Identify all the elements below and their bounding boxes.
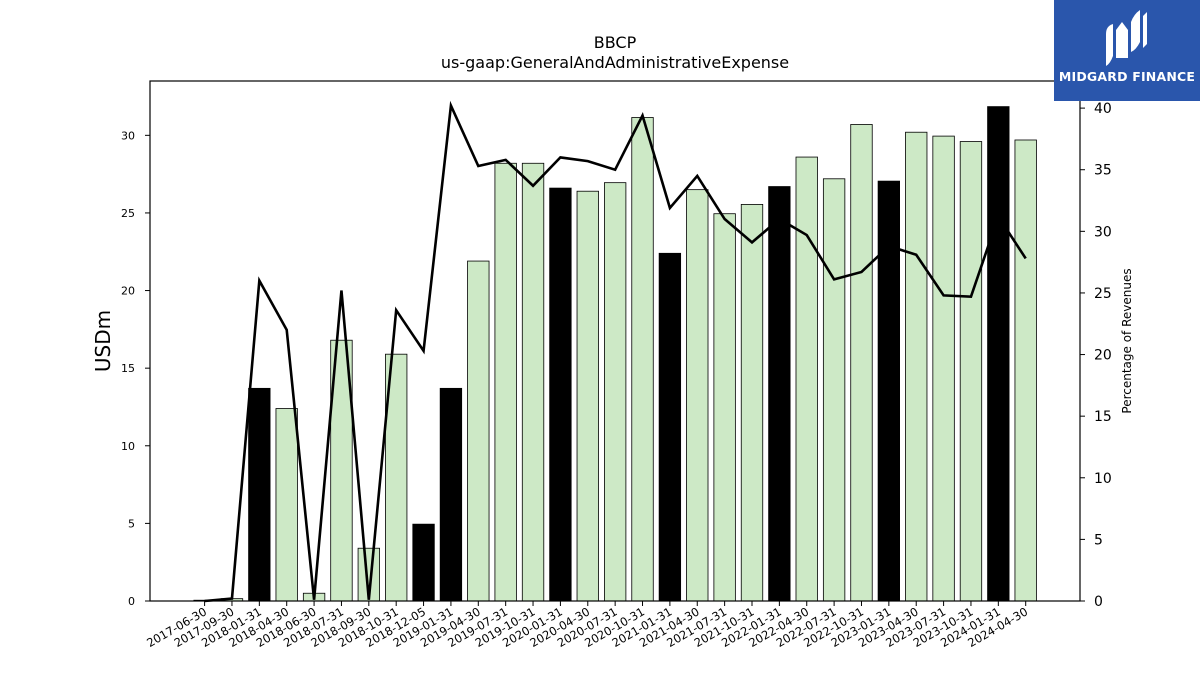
- bar: [686, 189, 709, 602]
- bar: [822, 178, 846, 602]
- bar: [713, 213, 736, 602]
- bar: [521, 162, 545, 602]
- bar: [248, 387, 271, 602]
- bar: [658, 252, 682, 602]
- midgard-logo-icon: [1106, 10, 1147, 66]
- series-line: [204, 100, 1027, 603]
- y2-tick-label: 5: [1094, 532, 1103, 548]
- y2-tick-label: 30: [1094, 224, 1112, 240]
- x-axis: 2017-06-302017-09-302018-01-312018-04-30…: [144, 601, 1030, 650]
- bar: [850, 124, 873, 602]
- brand-logo: MIDGARD FINANCE: [1054, 0, 1200, 101]
- y2-axis-label: Percentage of Revenues: [1120, 268, 1134, 413]
- y2-tick-label: 40: [1094, 101, 1112, 117]
- left-axis: 0 5 10 15 20 25 30: [121, 129, 150, 608]
- y2-tick-label: 35: [1094, 163, 1112, 179]
- bar: [467, 260, 490, 602]
- bar: [877, 180, 900, 602]
- y-tick-label: 5: [128, 517, 135, 530]
- percentage-line-series: [204, 100, 1027, 603]
- chart-title: BBCP: [594, 33, 637, 52]
- bar: [768, 186, 791, 602]
- bar: [549, 187, 572, 602]
- bar: [932, 135, 955, 602]
- y2-tick-label: 0: [1094, 594, 1103, 610]
- y-axis-label: USDm: [91, 310, 115, 372]
- bar: [987, 106, 1010, 602]
- bar: [795, 156, 818, 602]
- right-axis: 0 5 10 15 20 25 30 35 40: [1080, 101, 1112, 610]
- y2-tick-label: 15: [1094, 409, 1112, 425]
- y2-tick-label: 25: [1094, 286, 1112, 302]
- bar: [1014, 139, 1037, 602]
- bar: [439, 387, 463, 602]
- y2-tick-label: 20: [1094, 348, 1112, 364]
- chart-subtitle: us-gaap:GeneralAndAdministrativeExpense: [441, 53, 789, 72]
- bar: [494, 162, 517, 602]
- bar: [631, 117, 654, 602]
- y-tick-label: 10: [121, 440, 135, 453]
- bar: [959, 141, 983, 602]
- brand-name: MIDGARD FINANCE: [1058, 69, 1196, 84]
- y-tick-label: 20: [121, 285, 135, 298]
- y-tick-label: 30: [121, 129, 135, 142]
- bar: [740, 203, 764, 602]
- y2-tick-label: 10: [1094, 471, 1112, 487]
- bar: [412, 523, 435, 602]
- bar: [905, 131, 928, 602]
- bar: [275, 408, 298, 602]
- bar: [604, 182, 627, 602]
- bar: [576, 190, 599, 602]
- y-tick-label: 0: [128, 595, 135, 608]
- y-tick-label: 25: [121, 207, 135, 220]
- y-tick-label: 15: [121, 362, 135, 375]
